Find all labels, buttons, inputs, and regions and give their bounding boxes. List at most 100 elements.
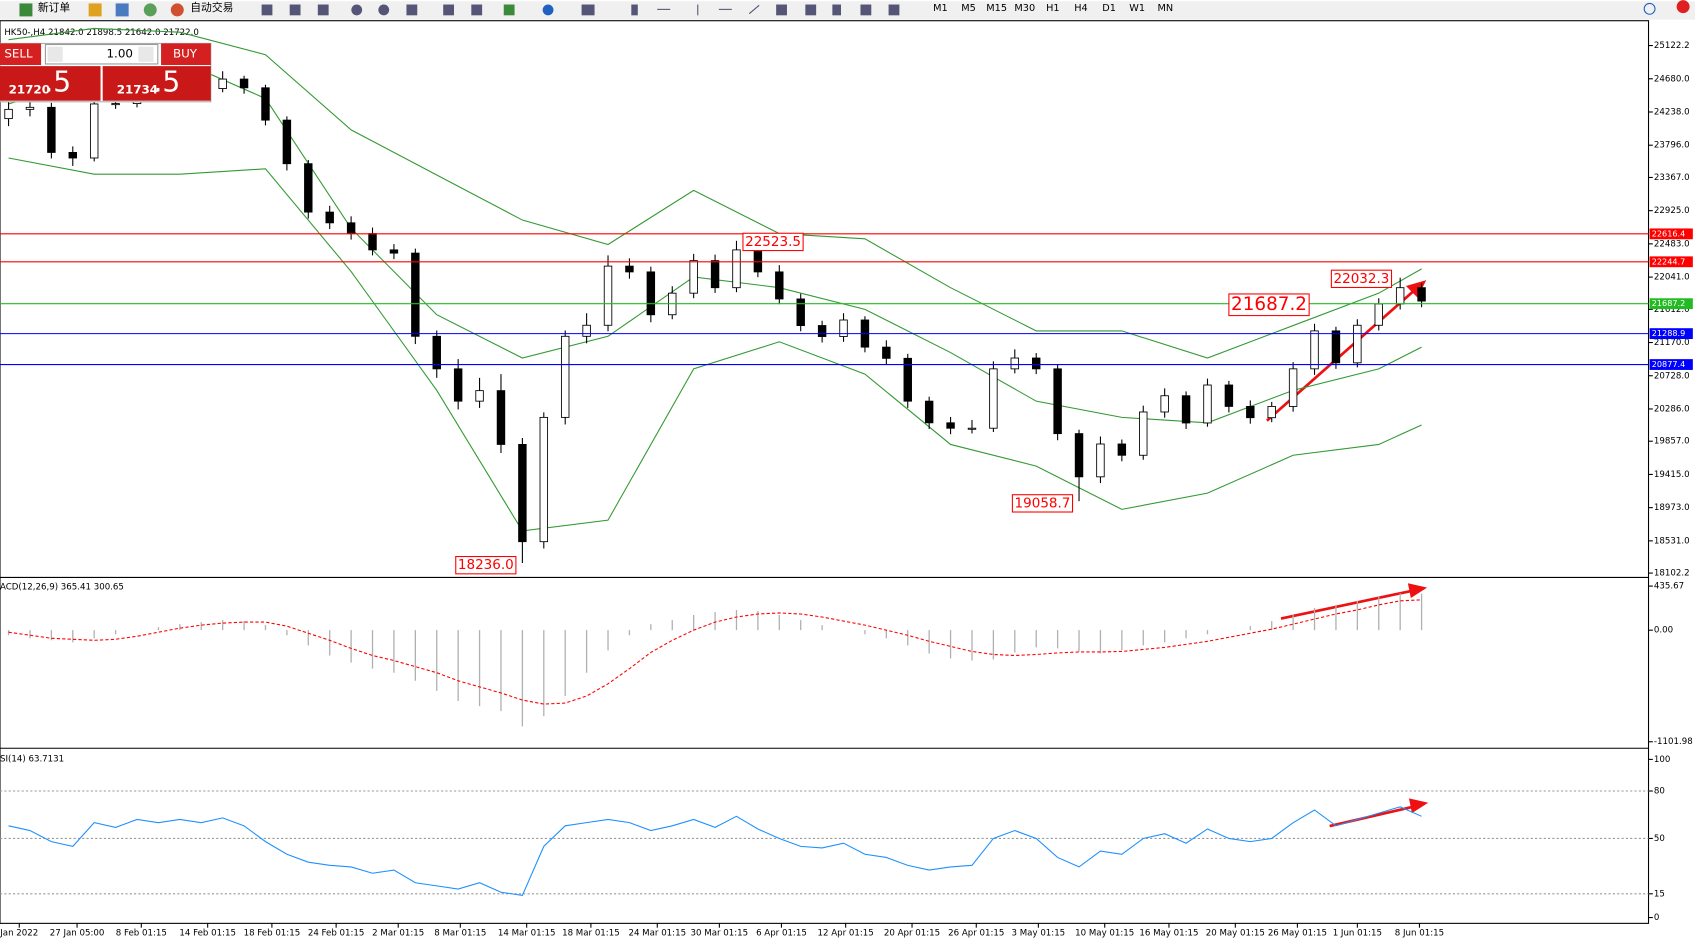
timeframe-button[interactable]: H4 xyxy=(1074,3,1088,14)
candle-body xyxy=(1395,287,1405,305)
candle-body xyxy=(839,319,848,337)
buy-label[interactable]: BUY xyxy=(173,47,198,61)
tool-icon[interactable] xyxy=(581,4,595,16)
candle-body xyxy=(582,324,591,337)
candle-body xyxy=(817,325,827,337)
candle-body xyxy=(89,103,99,159)
candle-body xyxy=(560,335,570,418)
timeframe-button[interactable]: MN xyxy=(1157,3,1173,14)
candle-body xyxy=(1053,368,1062,435)
tool-icon[interactable] xyxy=(832,4,842,16)
y-tick-label: 24238.0 xyxy=(1654,107,1690,117)
tool-icon[interactable] xyxy=(317,4,329,16)
indicator-title: SI(14) 63.7131 xyxy=(0,755,64,765)
price-level-tag xyxy=(1649,328,1693,340)
price-level-tag xyxy=(1649,228,1693,240)
timeframe-button[interactable]: H1 xyxy=(1046,3,1060,14)
candle-body xyxy=(710,260,720,289)
tool-icon[interactable] xyxy=(888,4,900,16)
x-tick-label: 20 May 01:15 xyxy=(1206,929,1265,939)
bid-price[interactable]: 21720 xyxy=(9,82,50,96)
candle-body xyxy=(1417,287,1426,302)
price-level-tag xyxy=(1649,256,1693,268)
x-tick-label: 3 May 01:15 xyxy=(1012,929,1066,939)
annotation-box xyxy=(455,556,517,575)
bid-fraction[interactable]: .5 xyxy=(44,65,71,98)
x-tick-label: 18 Feb 01:15 xyxy=(244,929,301,939)
chart-header: HK50-,H4 21842.0 21898.5 21642.0 21722.0 xyxy=(4,28,199,38)
new-order-icon[interactable] xyxy=(19,3,33,17)
signal-line xyxy=(8,599,1422,705)
timeframe-button[interactable]: M15 xyxy=(986,3,1007,14)
volume-value[interactable]: 1.00 xyxy=(107,47,133,61)
tool-icon[interactable] xyxy=(143,3,157,17)
y-tick-label: 21170.0 xyxy=(1654,338,1690,348)
annotation-box xyxy=(1330,269,1393,289)
volume-input[interactable] xyxy=(44,43,159,65)
tool-icon[interactable] xyxy=(718,8,732,10)
tool-icon[interactable] xyxy=(631,4,638,16)
new-order[interactable]: 新订单 xyxy=(38,0,71,14)
tool-icon[interactable] xyxy=(657,8,671,10)
price-annotation: 22523.5 xyxy=(745,234,801,250)
y-tick-label: 25122.2 xyxy=(1654,41,1690,51)
x-tick-label: 20 Apr 01:15 xyxy=(884,929,940,939)
timeframe-button[interactable]: M30 xyxy=(1014,3,1035,14)
tool-icon[interactable] xyxy=(261,4,273,16)
x-tick-label: 1 Jun 01:15 xyxy=(1333,929,1382,939)
volume-down[interactable] xyxy=(47,46,63,62)
tool-icon[interactable] xyxy=(289,4,301,16)
tool-icons xyxy=(261,4,900,16)
toolbar-bg xyxy=(0,1,1695,20)
auto-trading[interactable]: 自动交易 xyxy=(190,0,233,14)
candle-body xyxy=(1096,443,1105,478)
tool-icon[interactable] xyxy=(503,4,515,16)
tool-icon[interactable] xyxy=(697,4,699,16)
tool-icon[interactable] xyxy=(88,3,102,17)
search-icon[interactable] xyxy=(1643,2,1656,15)
candle-body xyxy=(753,249,763,273)
ask-fraction[interactable]: .5 xyxy=(154,65,181,98)
tool-icon[interactable] xyxy=(406,4,418,16)
candle-body xyxy=(625,265,634,273)
price-level-tag xyxy=(1649,298,1693,310)
tool-icon[interactable] xyxy=(776,4,787,16)
x-tick-label: 8 Feb 01:15 xyxy=(116,929,167,939)
timeframe-button[interactable]: M5 xyxy=(961,3,976,14)
candle-body xyxy=(796,298,805,326)
y-tick-label: 435.67 xyxy=(1654,582,1684,592)
annotation-box xyxy=(1228,293,1310,317)
tool-icon[interactable] xyxy=(542,4,554,16)
buy-button[interactable] xyxy=(161,43,211,66)
trend-arrow xyxy=(1329,805,1415,828)
tool-icon[interactable] xyxy=(351,4,363,16)
tool-icon[interactable] xyxy=(805,4,817,16)
tool-icon[interactable] xyxy=(378,4,390,16)
sell-label[interactable]: SELL xyxy=(4,47,33,61)
x-tick-label: 6 Apr 01:15 xyxy=(756,929,807,939)
tool-icon[interactable] xyxy=(443,4,455,16)
bollinger-band xyxy=(8,27,1422,359)
x-tick-label: 2 Mar 01:15 xyxy=(372,929,424,939)
candle-body xyxy=(1267,405,1276,419)
candle-body xyxy=(1031,357,1041,370)
alert-icon[interactable] xyxy=(1676,0,1690,14)
auto-trading-icon[interactable] xyxy=(170,3,184,17)
volume-up[interactable] xyxy=(138,46,154,62)
tool-icon[interactable] xyxy=(748,4,760,15)
tool-icon[interactable] xyxy=(471,4,483,16)
y-tick-label: 21612.0 xyxy=(1654,305,1690,315)
tool-icon[interactable] xyxy=(115,3,129,17)
ask-price[interactable]: 21734 xyxy=(117,82,158,96)
ask-box[interactable] xyxy=(102,66,211,101)
tool-icon[interactable] xyxy=(860,4,872,16)
timeframe-button[interactable]: M1 xyxy=(933,3,948,14)
sell-button[interactable] xyxy=(0,43,42,66)
price-annotation: 18236.0 xyxy=(458,557,514,573)
timeframe-button[interactable]: W1 xyxy=(1129,3,1145,14)
y-tick-label: 20728.0 xyxy=(1654,371,1690,381)
bid-box[interactable] xyxy=(0,66,101,101)
candle-body xyxy=(646,271,656,316)
timeframe-button[interactable]: D1 xyxy=(1102,3,1116,14)
